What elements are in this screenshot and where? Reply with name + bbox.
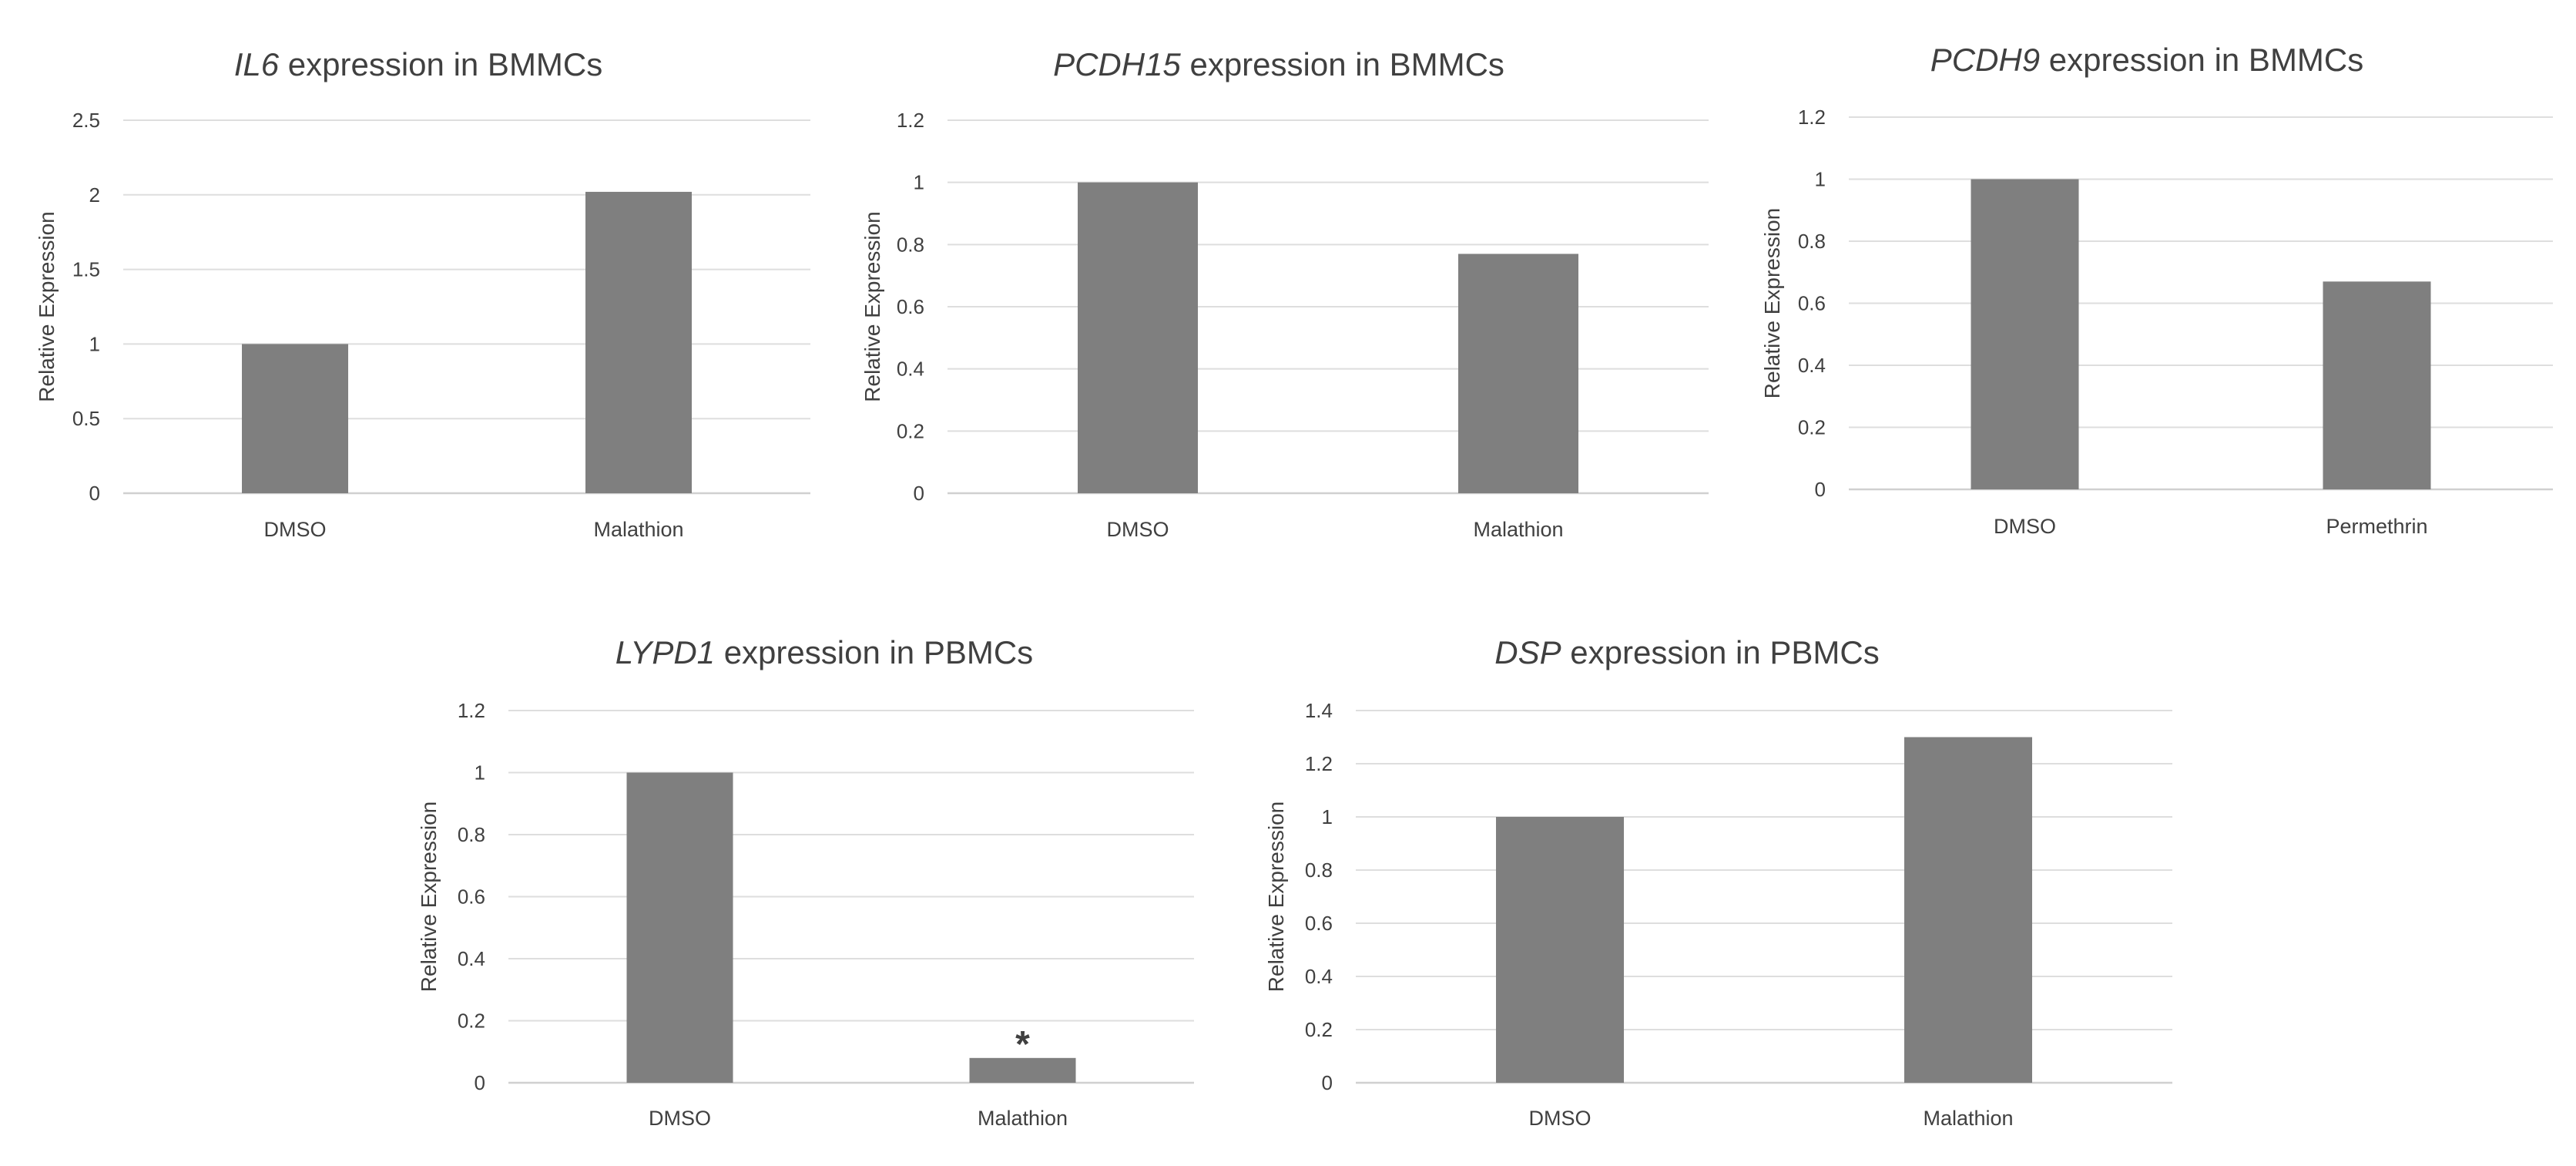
chart-title: PCDH15 expression in BMMCs xyxy=(1053,46,1504,82)
y-tick-label: 1 xyxy=(914,171,924,194)
y-tick-label: 0.5 xyxy=(72,407,100,430)
chart-pcdh15-svg: PCDH15 expression in BMMCs 0 0.2 0.4 0.6 0.8 1… xyxy=(860,46,1709,541)
y-tick-label: 0 xyxy=(1322,1071,1333,1094)
y-tick-label: 1.2 xyxy=(458,699,485,722)
y-tick-label: 0.6 xyxy=(458,885,485,909)
y-tick-label: 0.8 xyxy=(1798,230,1826,253)
x-category-label: DMSO xyxy=(1529,1107,1592,1130)
x-category-label: Permethrin xyxy=(2326,515,2427,538)
x-category-label: DMSO xyxy=(1994,515,2056,538)
y-tick-label: 1.2 xyxy=(1798,106,1826,129)
bar-malathion xyxy=(585,191,692,494)
x-category-label: DMSO xyxy=(649,1107,711,1130)
x-category-label: Malathion xyxy=(978,1107,1068,1130)
chart-title: DSP expression in PBMCs xyxy=(1494,634,1880,670)
y-axis-label: Relative Expression xyxy=(417,801,441,992)
bar-dmso xyxy=(626,772,733,1083)
y-tick-label: 0.6 xyxy=(1305,912,1333,935)
y-tick-label: 0.4 xyxy=(458,947,485,970)
x-category-label: Malathion xyxy=(1473,518,1563,541)
chart-title-gene: DSP xyxy=(1494,634,1561,670)
y-tick-label: 2.5 xyxy=(72,109,100,132)
y-tick-label: 0.2 xyxy=(1798,416,1826,439)
chart-title-rest: expression in PBMCs xyxy=(1561,634,1880,670)
chart-title-rest: expression in BMMCs xyxy=(1181,46,1504,82)
y-tick-label: 0.6 xyxy=(1798,292,1826,315)
bar-malathion xyxy=(969,1057,1076,1083)
bar-dmso xyxy=(1496,817,1624,1083)
chart-il6-svg: IL6 expression in BMMCs 0 0.5 1 1.5 2 2.5 Relat… xyxy=(35,46,810,541)
chart-title-rest: expression in PBMCs xyxy=(715,634,1033,670)
y-tick-label: 1 xyxy=(475,761,485,785)
y-tick-label: 0 xyxy=(914,482,924,505)
x-category-label: DMSO xyxy=(1107,518,1169,541)
chart-pcdh15-bmmcs: PCDH15 expression in BMMCs 0 0.2 0.4 0.6 0.8 1… xyxy=(847,31,1718,570)
x-category-label: DMSO xyxy=(264,518,327,541)
y-tick-label: 0.2 xyxy=(458,1010,485,1033)
chart-title: LYPD1 expression in PBMCs xyxy=(615,634,1033,670)
y-tick-label: 1.5 xyxy=(72,258,100,281)
bar-malathion xyxy=(1904,737,2032,1083)
y-tick-label: 1 xyxy=(89,332,100,355)
y-axis-label: Relative Expression xyxy=(860,211,884,402)
chart-title-rest: expression in BMMCs xyxy=(279,46,602,82)
chart-title-rest: expression in BMMCs xyxy=(2040,42,2363,78)
chart-il6-bmmcs: IL6 expression in BMMCs 0 0.5 1 1.5 2 2.5 Relat… xyxy=(23,31,824,570)
y-tick-label: 0.6 xyxy=(897,295,924,318)
y-axis-label: Relative Expression xyxy=(1264,801,1288,992)
x-category-label: Malathion xyxy=(593,518,683,541)
y-tick-label: 0.8 xyxy=(897,233,924,256)
chart-dsp-pbmcs: DSP expression in PBMCs 0 0.2 0.4 0.6 0.8 1 1.2… xyxy=(1256,620,2180,1160)
chart-lypd1-pbmcs: LYPD1 expression in PBMCs 0 0.2 0.4 0.6 0.8 1 1… xyxy=(408,620,1209,1160)
y-tick-label: 0.8 xyxy=(458,823,485,846)
y-tick-label: 0.4 xyxy=(897,358,924,381)
y-tick-label: 0.2 xyxy=(897,419,924,442)
chart-dsp-svg: DSP expression in PBMCs 0 0.2 0.4 0.6 0.8 1 1.2… xyxy=(1264,634,2172,1130)
x-category-label: Malathion xyxy=(1923,1107,2013,1130)
bar-malathion xyxy=(1458,254,1578,493)
bar-dmso xyxy=(1971,179,2079,489)
chart-title: IL6 expression in BMMCs xyxy=(234,46,603,82)
y-tick-label: 0.8 xyxy=(1305,859,1333,882)
chart-title-gene: PCDH15 xyxy=(1053,46,1181,82)
chart-title-gene: IL6 xyxy=(234,46,280,82)
chart-title-gene: PCDH9 xyxy=(1930,42,2040,78)
y-tick-label: 1 xyxy=(1322,805,1333,828)
y-tick-label: 1 xyxy=(1815,168,1826,191)
y-tick-label: 0 xyxy=(475,1071,485,1094)
chart-title: PCDH9 expression in BMMCs xyxy=(1930,42,2364,78)
y-tick-label: 2 xyxy=(89,183,100,207)
y-tick-label: 1.2 xyxy=(897,109,924,132)
significance-asterisk: * xyxy=(1015,1024,1030,1065)
bar-permethrin xyxy=(2323,281,2431,489)
y-tick-label: 1.2 xyxy=(1305,752,1333,775)
y-tick-label: 0 xyxy=(1815,478,1826,501)
chart-lypd1-svg: LYPD1 expression in PBMCs 0 0.2 0.4 0.6 0.8 1 1… xyxy=(417,634,1194,1130)
y-tick-label: 0.4 xyxy=(1305,965,1333,988)
chart-pcdh9-bmmcs: PCDH9 expression in BMMCs 0 0.2 0.4 0.6 0.8 1 1… xyxy=(1749,31,2565,570)
y-tick-label: 0.2 xyxy=(1305,1018,1333,1041)
y-tick-label: 1.4 xyxy=(1305,699,1333,722)
y-axis-label: Relative Expression xyxy=(1760,208,1784,398)
bar-dmso xyxy=(242,344,348,493)
chart-pcdh9-svg: PCDH9 expression in BMMCs 0 0.2 0.4 0.6 0.8 1 1… xyxy=(1760,42,2553,538)
y-tick-label: 0.4 xyxy=(1798,354,1826,377)
y-axis-label: Relative Expression xyxy=(35,211,59,402)
chart-title-gene: LYPD1 xyxy=(615,634,715,670)
bar-dmso xyxy=(1078,182,1198,493)
y-tick-label: 0 xyxy=(89,482,100,505)
